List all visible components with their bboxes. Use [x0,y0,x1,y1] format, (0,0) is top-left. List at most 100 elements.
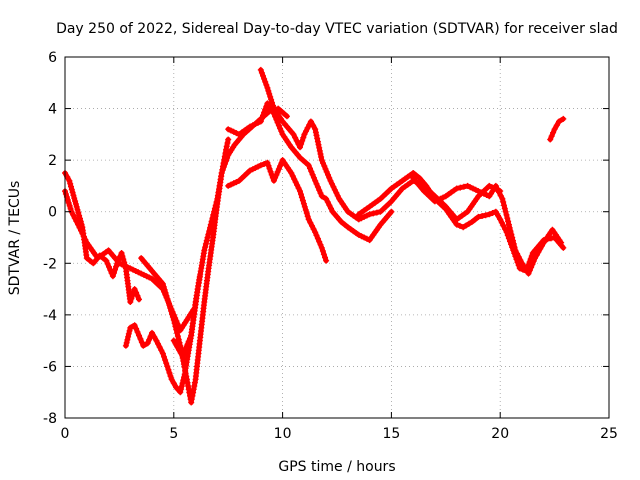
data-point-marker [270,177,277,184]
data-point-marker [269,99,275,106]
data-point-marker [497,216,504,223]
data-point-marker [530,258,537,265]
data-point-marker [163,292,170,299]
data-point-marker [177,389,184,396]
data-point-marker [289,173,296,179]
data-point-marker [298,141,305,147]
data-point-marker [75,209,82,216]
data-point-marker [553,122,560,129]
x-tick-label: 15 [382,426,400,442]
data-point-marker [502,208,509,215]
data-point-marker [258,69,265,76]
data-point-marker [201,247,208,254]
data-point-marker [298,191,304,198]
data-point-marker [496,189,503,196]
data-point-marker [315,141,322,148]
data-point-marker [182,347,188,354]
data-point-marker [227,127,234,134]
data-point-marker [230,180,237,187]
data-point-marker [301,131,308,138]
data-point-marker [304,124,311,131]
data-point-marker [373,209,380,216]
chart-title: Day 250 of 2022, Sidereal Day-to-day VTE… [56,21,618,37]
data-point-marker [326,174,333,181]
data-point-marker [208,218,215,225]
data-point-marker [270,102,276,109]
data-point-marker [503,211,510,218]
data-point-marker [127,299,134,305]
data-point-marker [132,268,139,274]
data-point-marker [267,168,274,175]
data-point-marker [318,193,325,200]
data-point-marker [218,170,225,176]
data-point-marker [275,122,282,129]
data-point-marker [127,324,134,331]
data-point-marker [83,255,90,262]
data-point-marker [363,212,370,219]
data-point-marker [516,265,523,272]
data-point-marker [475,213,482,220]
data-point-marker [116,260,123,267]
series-track-7 [225,157,330,264]
data-point-marker [341,221,348,228]
data-point-marker [106,263,112,270]
data-point-marker [205,231,212,238]
data-point-marker [66,202,73,209]
data-point-marker [166,369,173,376]
data-point-marker [475,188,482,195]
data-point-marker [103,257,110,264]
data-point-marker [258,115,265,122]
data-point-marker [506,224,513,231]
data-point-marker [165,299,172,305]
data-point-marker [124,336,131,343]
data-point-marker [361,213,368,220]
data-point-marker [212,202,219,209]
data-point-marker [509,234,516,241]
data-point-marker [70,211,77,218]
data-point-marker [138,339,145,346]
data-point-marker [224,140,231,146]
data-point-marker [140,342,147,349]
data-point-marker [128,295,135,302]
data-point-marker [171,320,178,327]
data-point-marker [314,135,321,142]
data-point-marker [548,133,555,140]
data-point-marker [370,210,377,217]
data-point-marker [526,267,533,274]
data-point-marker [170,380,177,387]
data-point-marker [159,280,166,287]
data-point-marker [68,183,74,190]
data-point-marker [134,329,141,335]
data-point-marker [265,162,272,169]
data-point-marker [504,215,511,222]
data-point-marker [297,144,303,151]
data-point-marker [225,182,232,189]
data-point-marker [76,212,83,219]
data-point-marker [525,270,532,277]
data-point-marker [257,162,264,169]
data-point-marker [472,186,479,193]
data-point-marker [272,174,279,181]
data-point-marker [146,336,153,343]
data-point-marker [224,155,231,161]
data-point-marker [366,211,373,218]
data-point-marker [210,211,217,218]
data-point-marker [312,126,319,133]
data-point-marker [211,208,218,215]
data-point-marker [131,322,138,329]
data-point-marker [233,179,240,186]
series-track-1 [62,170,142,305]
data-point-marker [453,185,460,192]
data-point-marker [225,126,232,133]
data-point-marker [303,128,309,135]
data-point-marker [67,180,74,187]
y-tick-label: -6 [43,359,57,375]
data-point-marker [69,189,76,196]
data-point-marker [119,253,126,260]
data-point-marker [323,257,330,264]
data-point-marker [511,244,518,251]
data-point-marker [292,134,299,141]
data-point-marker [550,129,557,136]
y-tick-label: -4 [43,308,57,324]
data-point-marker [310,174,317,181]
